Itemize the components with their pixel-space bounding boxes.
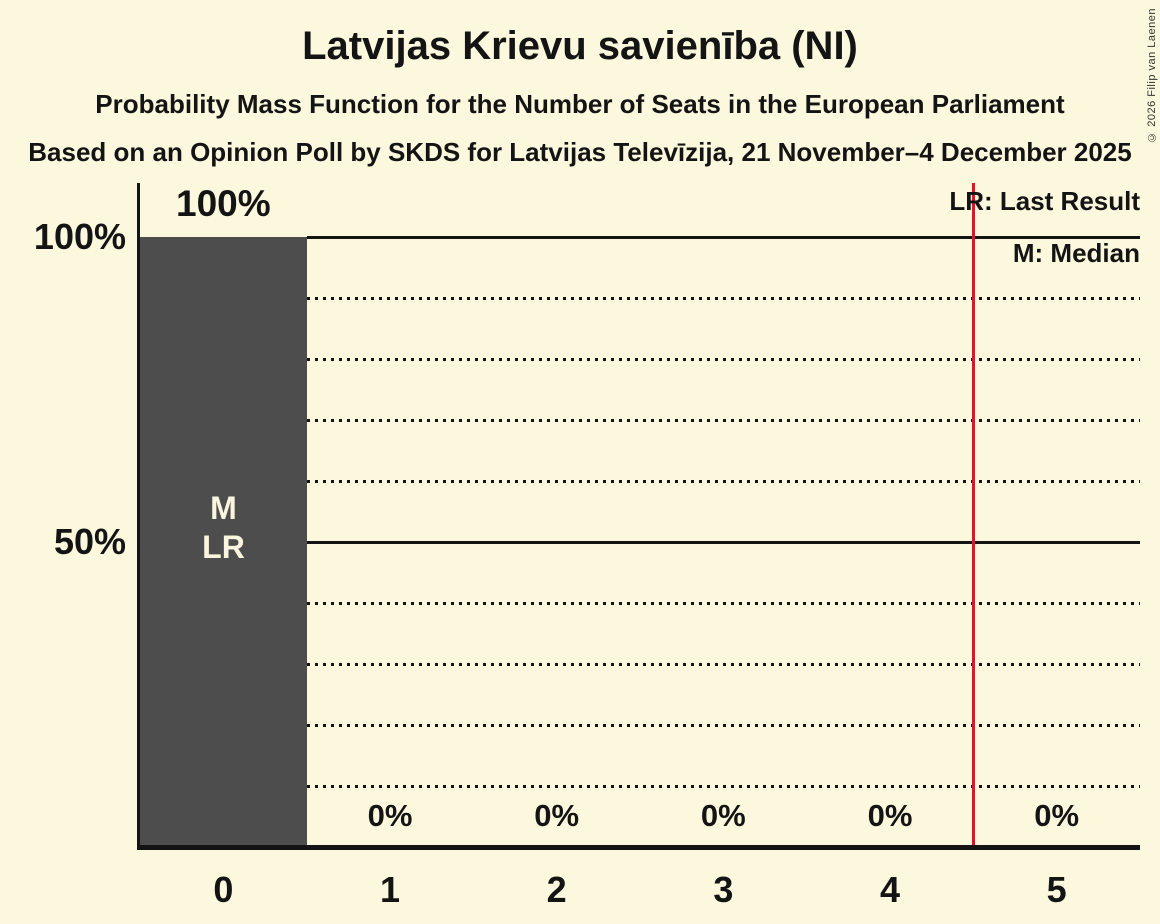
- gridline-dotted-20: [306, 723, 1140, 727]
- gridline-solid-50: [306, 540, 1140, 544]
- gridline-dotted-40: [306, 601, 1140, 605]
- x-tick-label-5: 5: [1046, 869, 1067, 910]
- gridline-dotted-10: [306, 784, 1140, 788]
- bar-value-label-5: 0%: [1034, 798, 1080, 833]
- y-tick-label-100: 100%: [33, 216, 126, 257]
- gridline-dotted-60: [306, 479, 1140, 483]
- gridline-dotted-30: [306, 662, 1140, 666]
- last-result-marker-label: LR: [202, 529, 245, 565]
- bar-value-label-1: 0%: [367, 798, 413, 833]
- legend-median: M: Median: [1012, 238, 1140, 268]
- x-tick-label-4: 4: [879, 869, 900, 910]
- bar-value-label-0: 100%: [176, 183, 271, 224]
- bar-value-label-3: 0%: [700, 798, 746, 833]
- gridline-solid-100: [306, 235, 1140, 239]
- x-axis-line: [137, 845, 1140, 850]
- x-tick-label-1: 1: [379, 869, 400, 910]
- median-marker-label: M: [210, 490, 237, 526]
- chart-subtitle: Probability Mass Function for the Number…: [95, 89, 1065, 119]
- y-axis-line: [137, 183, 140, 850]
- x-tick-label-3: 3: [713, 869, 734, 910]
- bar-value-label-4: 0%: [867, 798, 913, 833]
- x-tick-label-0: 0: [213, 869, 234, 910]
- red-reference-line: [971, 183, 975, 847]
- gridline-dotted-70: [306, 418, 1140, 422]
- chart-title: Latvijas Krievu savienība (NI): [302, 24, 858, 68]
- x-tick-label-2: 2: [546, 869, 567, 910]
- gridline-dotted-90: [306, 296, 1140, 300]
- median-last-result-annotation: M LR: [140, 489, 307, 567]
- legend-last-result: LR: Last Result: [949, 186, 1140, 216]
- bar-value-label-2: 0%: [534, 798, 580, 833]
- gridline-dotted-80: [306, 357, 1140, 361]
- copyright-notice: © 2026 Filip van Laenen: [1146, 8, 1158, 143]
- bar-seats-0: [140, 237, 307, 846]
- chart-source-line: Based on an Opinion Poll by SKDS for Lat…: [28, 137, 1132, 167]
- y-tick-label-50: 50%: [53, 521, 126, 562]
